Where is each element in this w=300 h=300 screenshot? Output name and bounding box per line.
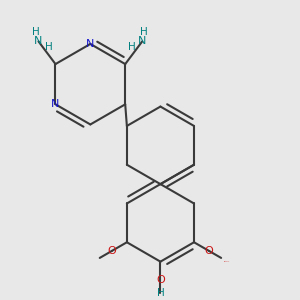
Text: N: N — [138, 36, 146, 46]
Text: N: N — [86, 39, 94, 49]
Text: H: H — [140, 27, 148, 37]
Text: H: H — [128, 42, 136, 52]
Text: N: N — [34, 36, 43, 46]
Text: O: O — [205, 246, 213, 256]
Text: methoxy: methoxy — [224, 261, 230, 262]
Text: O: O — [107, 246, 116, 256]
Text: H: H — [32, 27, 40, 37]
Text: H: H — [157, 288, 164, 298]
Text: O: O — [156, 274, 165, 284]
Text: N: N — [51, 99, 60, 109]
Text: H: H — [45, 42, 53, 52]
